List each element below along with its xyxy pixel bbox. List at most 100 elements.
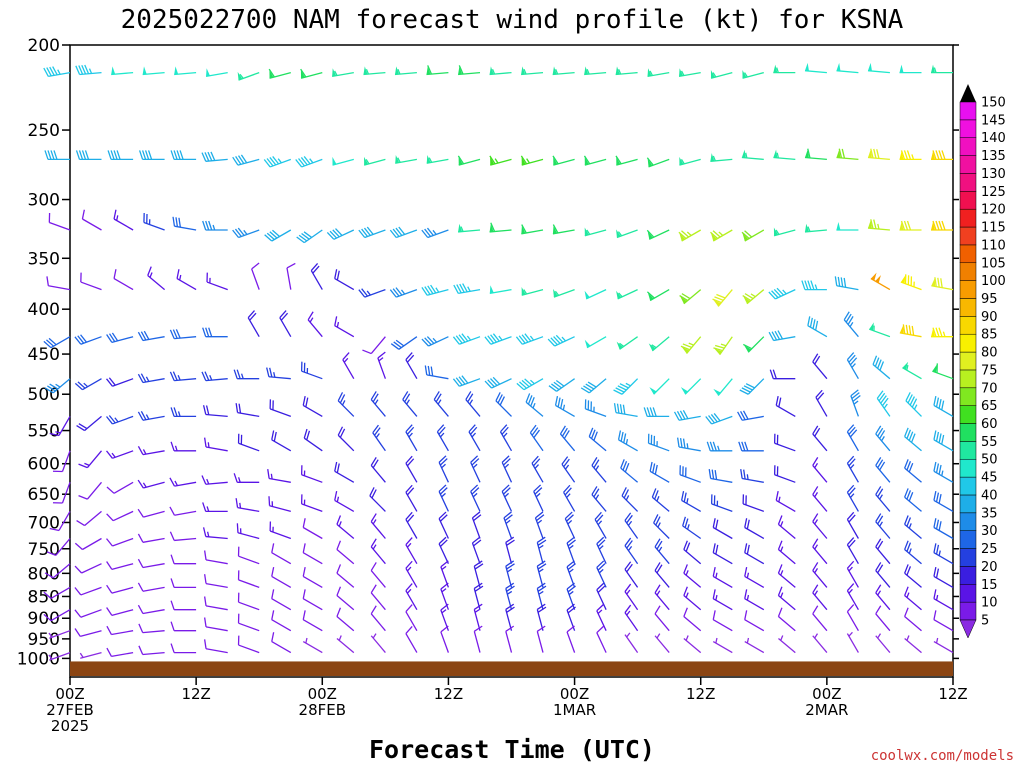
wind-barb xyxy=(904,427,922,452)
wind-barb xyxy=(739,378,765,395)
wind-barb xyxy=(363,66,386,76)
wind-barb xyxy=(737,410,764,421)
wind-barb xyxy=(170,578,197,589)
wind-barb xyxy=(775,395,796,417)
wind-barb xyxy=(337,392,355,417)
wind-barb xyxy=(931,64,953,74)
wind-barb xyxy=(744,637,765,654)
colorbar-tick-label: 150 xyxy=(981,96,1006,111)
y-tick-label: 1000 xyxy=(17,649,60,669)
wind-barb xyxy=(332,156,354,166)
wind-barb xyxy=(520,155,544,166)
wind-barb xyxy=(302,395,323,417)
wind-barb xyxy=(106,332,134,344)
wind-barb xyxy=(176,269,197,291)
wind-barb xyxy=(521,224,544,235)
x-tick-label: 12Z xyxy=(938,685,967,703)
wind-barb xyxy=(426,154,449,164)
wind-barb xyxy=(74,378,102,391)
wind-barb xyxy=(812,425,828,452)
wind-barb xyxy=(302,566,323,588)
wind-barb xyxy=(584,66,607,76)
wind-barb xyxy=(489,155,512,166)
wind-barb xyxy=(48,630,71,639)
wind-barb xyxy=(48,212,71,231)
wind-barb xyxy=(370,513,386,539)
colorbar-tick-label: 95 xyxy=(981,292,998,307)
wind-barb xyxy=(580,378,607,394)
colorbar-segment xyxy=(959,119,977,138)
colorbar-segment xyxy=(959,316,977,335)
wind-barb xyxy=(777,564,796,588)
wind-barb xyxy=(303,428,323,452)
wind-barb xyxy=(405,626,418,653)
wind-barb xyxy=(624,583,639,611)
colorbar-tick-label: 100 xyxy=(981,274,1006,289)
wind-barb xyxy=(237,546,260,565)
wind-barb xyxy=(706,441,733,452)
colorbar-segment xyxy=(959,298,977,317)
wind-barb xyxy=(106,450,134,459)
colorbar-segment xyxy=(959,137,977,156)
wind-barb xyxy=(741,229,765,242)
x-axis-label: Forecast Time (UTC) xyxy=(369,735,655,764)
wind-barb xyxy=(433,391,449,417)
wind-barb xyxy=(75,64,102,76)
wind-barb xyxy=(470,455,481,483)
wind-barb xyxy=(933,637,954,654)
wind-barb xyxy=(516,378,544,391)
wind-barb xyxy=(169,477,197,487)
wind-barb xyxy=(679,465,701,483)
wind-barb xyxy=(777,586,796,611)
wind-barb xyxy=(369,487,386,512)
wind-barb xyxy=(473,625,483,653)
wind-barb xyxy=(470,484,481,512)
wind-barb xyxy=(271,430,292,452)
wind-barb xyxy=(812,584,828,611)
wind-barb xyxy=(138,645,165,656)
wind-barb xyxy=(170,554,197,565)
wind-barb xyxy=(812,513,828,539)
wind-barb xyxy=(138,150,165,161)
wind-barb xyxy=(267,469,291,483)
wind-barb xyxy=(875,486,891,512)
wind-barb xyxy=(536,536,547,564)
wind-barb xyxy=(203,596,228,611)
wind-barb xyxy=(334,269,355,291)
wind-barb xyxy=(336,515,355,539)
wind-barb xyxy=(505,603,515,631)
colorbar-segment xyxy=(959,601,977,621)
wind-barb xyxy=(405,511,418,539)
wind-barb xyxy=(370,584,386,611)
wind-barb xyxy=(710,153,733,162)
wind-barb xyxy=(389,287,418,298)
wind-barb xyxy=(584,399,607,418)
wind-barb xyxy=(202,220,228,231)
wind-barb xyxy=(529,424,544,452)
wind-barb xyxy=(931,327,953,338)
wind-barb xyxy=(405,455,418,483)
wind-barb xyxy=(931,150,953,161)
wind-barb xyxy=(743,336,765,353)
wind-barb xyxy=(744,566,765,588)
wind-barb xyxy=(899,64,922,74)
wind-barb xyxy=(78,450,102,469)
wind-barb xyxy=(49,416,71,437)
wind-barb xyxy=(904,586,922,611)
wind-barb xyxy=(205,68,228,78)
wind-barb xyxy=(237,570,260,589)
wind-barb xyxy=(875,633,891,654)
colorbar-tick-label: 35 xyxy=(981,506,998,521)
wind-barb xyxy=(807,316,828,338)
wind-barb xyxy=(899,220,922,231)
wind-barb xyxy=(201,151,228,162)
credit-link[interactable]: coolwx.com/models xyxy=(871,748,1014,764)
colorbar-bottom-arrow xyxy=(959,619,977,639)
wind-barb xyxy=(405,604,418,632)
wind-barb xyxy=(438,484,449,512)
wind-barb xyxy=(79,651,102,659)
wind-barb xyxy=(438,455,449,483)
wind-barb xyxy=(654,605,670,632)
wind-barb xyxy=(172,216,197,231)
